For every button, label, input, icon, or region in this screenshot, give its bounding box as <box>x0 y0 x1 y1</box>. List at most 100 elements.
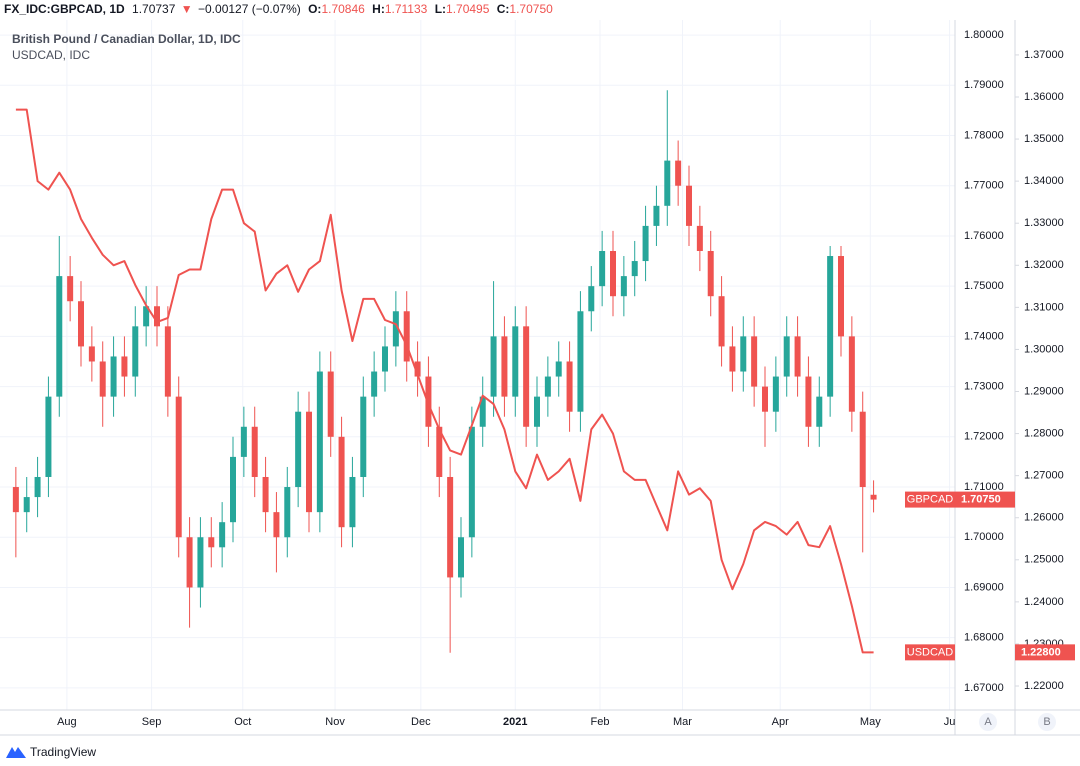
candle-body <box>838 256 844 337</box>
y2-tick-label: 1.27000 <box>1024 470 1064 482</box>
y2-tick-label: 1.26000 <box>1024 512 1064 524</box>
candle-body <box>751 336 758 387</box>
header: FX_IDC:GBPCAD, 1D 1.70737 ▼ −0.00127 (−0… <box>4 2 553 16</box>
price-badge <box>905 491 955 508</box>
candle-body <box>707 251 714 297</box>
close-key: C: <box>497 2 510 16</box>
candle-body <box>110 356 117 397</box>
y2-tick-label: 1.30000 <box>1024 343 1064 355</box>
brand-logo[interactable]: TradingView <box>6 745 96 759</box>
y2-tick-label: 1.34000 <box>1024 175 1064 187</box>
candle-body <box>675 160 682 186</box>
candle-body <box>403 311 410 362</box>
candle-body <box>284 487 291 538</box>
y-tick-label: 1.75000 <box>964 280 1004 292</box>
candle-body <box>56 276 63 397</box>
y-tick-label: 1.73000 <box>964 381 1004 393</box>
candle-body <box>783 336 790 377</box>
candle-body <box>458 537 464 578</box>
axis-button-label[interactable]: B <box>1043 716 1050 728</box>
logo-icon <box>6 747 26 758</box>
candle-body <box>772 376 779 412</box>
change: −0.00127 (−0.07%) <box>198 2 301 16</box>
price-badge-value: 1.22800 <box>1021 646 1061 658</box>
y2-tick-label: 1.22000 <box>1024 680 1064 692</box>
axis-button[interactable] <box>1038 713 1056 731</box>
candle-body <box>99 361 106 397</box>
change-arrow: ▼ <box>181 2 193 16</box>
candle-body <box>154 306 160 327</box>
candle-body <box>23 497 30 513</box>
chart-subtitle: USDCAD, IDC <box>12 48 90 62</box>
x-tick-label: Oct <box>234 716 251 728</box>
axis-button[interactable] <box>979 713 997 731</box>
candle-body <box>642 225 649 262</box>
y2-tick-label: 1.28000 <box>1024 427 1064 439</box>
candle-body <box>523 326 530 427</box>
candle-body <box>686 185 692 226</box>
close-value: 1.70750 <box>509 2 553 16</box>
candle-body <box>143 306 150 327</box>
low-value: 1.70495 <box>446 2 490 16</box>
y-tick-label: 1.78000 <box>964 129 1004 141</box>
y2-tick-label: 1.33000 <box>1024 217 1064 229</box>
candle-body <box>740 336 747 372</box>
candle-body <box>186 537 193 588</box>
price-badge <box>905 644 955 661</box>
candle-body <box>794 336 801 377</box>
candle-body <box>273 512 280 538</box>
y2-tick-label: 1.24000 <box>1024 596 1064 608</box>
candle-body <box>512 326 519 397</box>
price-badge-name: GBPCAD <box>907 493 954 505</box>
candle-body <box>316 371 323 513</box>
candle-body <box>653 205 660 226</box>
candle-body <box>197 537 204 588</box>
candle-body <box>175 396 182 538</box>
x-tick-label: Feb <box>590 716 609 728</box>
high-value: 1.71133 <box>385 2 428 16</box>
last-price: 1.70737 <box>132 2 176 16</box>
candle-body <box>382 346 388 372</box>
candle-body <box>599 251 606 287</box>
y-tick-label: 1.76000 <box>964 230 1004 242</box>
candle-body <box>306 411 312 513</box>
y2-tick-label: 1.35000 <box>1024 133 1064 145</box>
y-tick-label: 1.72000 <box>964 431 1004 443</box>
y-tick-label: 1.77000 <box>964 180 1004 192</box>
y-tick-label: 1.74000 <box>964 330 1004 342</box>
candle-body <box>121 356 128 377</box>
x-tick-label: Aug <box>57 716 77 728</box>
candle-body <box>436 426 443 477</box>
x-tick-label: Apr <box>772 716 789 728</box>
candle-body <box>501 336 508 397</box>
y2-tick-label: 1.36000 <box>1024 91 1064 103</box>
candle-body <box>219 522 226 548</box>
candle-body <box>848 336 855 412</box>
candle-body <box>34 476 41 498</box>
candle-body <box>805 376 812 427</box>
candle-body <box>827 256 834 397</box>
candle-body <box>78 301 84 347</box>
x-tick-label: 2021 <box>503 716 527 728</box>
line-series <box>15 108 874 654</box>
candle-body <box>132 326 139 377</box>
open-key: O: <box>308 2 321 16</box>
candle-body <box>349 476 356 528</box>
x-tick-label: Nov <box>325 716 345 728</box>
y-tick-label: 1.80000 <box>964 29 1004 41</box>
candle-body <box>88 346 95 362</box>
axis-button-label[interactable]: A <box>984 716 992 728</box>
low-key: L: <box>435 2 446 16</box>
chart-title: British Pound / Canadian Dollar, 1D, IDC <box>12 32 241 46</box>
candle-body <box>208 537 215 548</box>
candle-body <box>338 436 345 528</box>
y2-tick-label: 1.32000 <box>1024 259 1064 271</box>
x-tick-label: Sep <box>142 716 162 728</box>
candle-body <box>164 326 171 397</box>
candle-body <box>414 361 421 377</box>
y-tick-label: 1.68000 <box>964 632 1004 644</box>
x-tick-label: Dec <box>411 716 431 728</box>
y-tick-label: 1.70000 <box>964 531 1004 543</box>
candle-body <box>251 426 258 477</box>
